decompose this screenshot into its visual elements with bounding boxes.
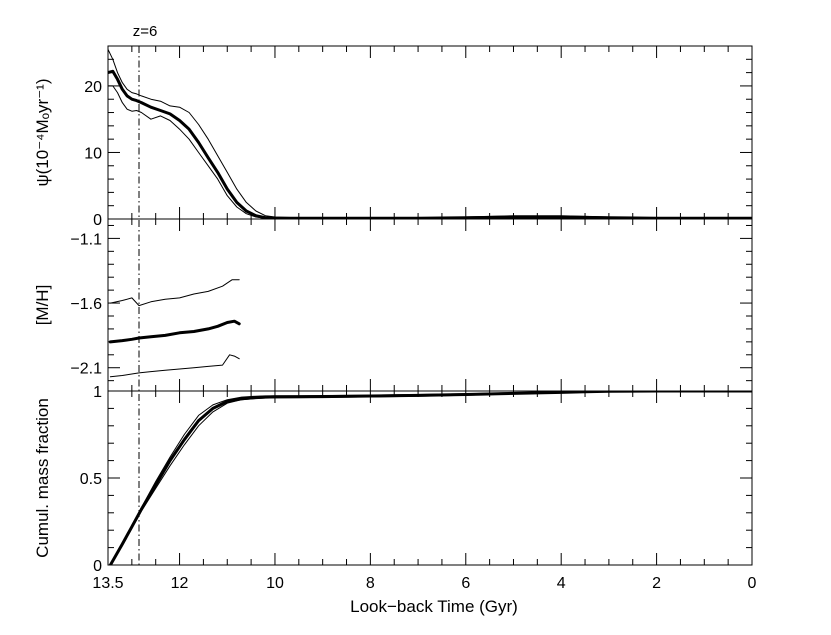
x-tick-label: 4 [557, 575, 566, 592]
panels-layer: 0 10 20 ψ(10⁻⁴Mₒyr⁻¹) −2.1 −1.6 −1.1 [M/H] 0 0.5 1… [33, 45, 753, 575]
y-axis-title: ψ(10⁻⁴Mₒyr⁻¹) [33, 78, 52, 186]
x-tick-label: 8 [366, 575, 375, 592]
series-cumulative-lower [109, 391, 752, 565]
panel-sfr: 0 10 20 ψ(10⁻⁴Mₒyr⁻¹) [33, 45, 753, 229]
y-tick-label: 20 [84, 79, 102, 96]
x-tick-label: 12 [171, 575, 189, 592]
series-sfr-mean [108, 69, 752, 219]
y-axis-title: [M/H] [33, 285, 52, 326]
x-tick-label: 13.5 [92, 575, 123, 592]
x-axis-title: Look−back Time (Gyr) [350, 597, 518, 616]
y-axis-title: Cumul. mass fraction [33, 398, 52, 558]
y-tick-label: 1 [93, 384, 102, 401]
panel-cumulative: 0 0.5 1 Cumul. mass fraction [33, 384, 753, 575]
x-axis: 13.5 12 10 8 6 4 2 0 [92, 575, 756, 592]
x-tick-label: 0 [748, 575, 757, 592]
series-group [108, 391, 752, 565]
series-group [108, 279, 241, 378]
series-metallicity-mean [108, 319, 241, 344]
x-tick-label: 2 [652, 575, 661, 592]
series-group [108, 48, 752, 219]
z6-marker-label: z=6 [133, 23, 158, 40]
y-tick-label: −2.1 [70, 361, 102, 378]
y-tick-label: 10 [84, 145, 102, 162]
series-metallicity-lower [109, 354, 240, 378]
marker-layer: z=6 [133, 23, 158, 565]
y-tick-label: 0 [93, 212, 102, 229]
y-tick-label: −1.6 [70, 296, 102, 313]
y-tick-label: 0.5 [80, 471, 102, 488]
x-tick-label: 10 [266, 575, 284, 592]
y-tick-label: −1.1 [70, 231, 102, 248]
series-sfr-lower [108, 85, 752, 219]
series-metallicity-upper [109, 279, 240, 307]
y-tick-label: 0 [93, 558, 102, 575]
x-tick-label: 6 [461, 575, 470, 592]
